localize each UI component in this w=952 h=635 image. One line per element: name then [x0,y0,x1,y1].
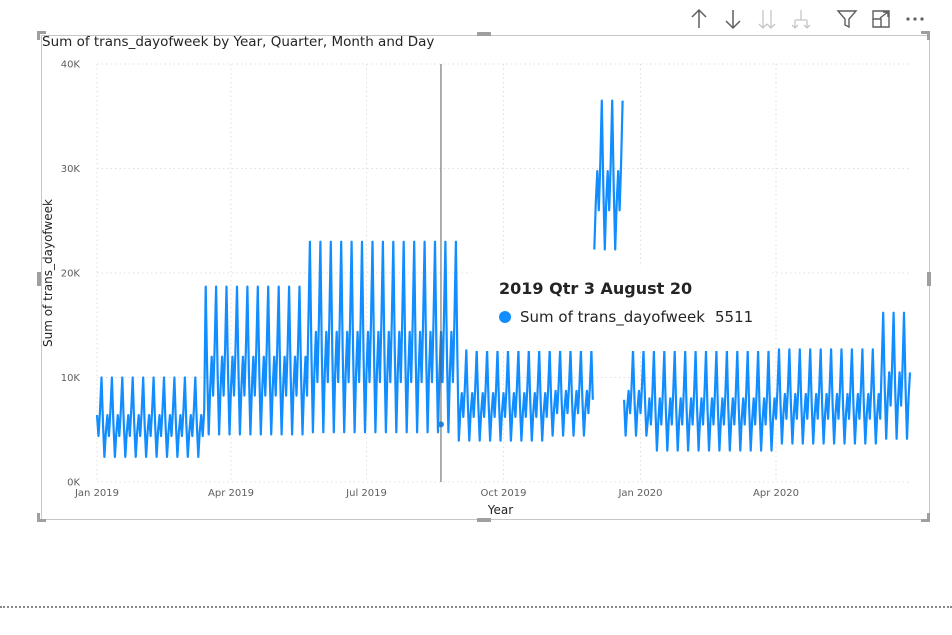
resize-handle-bottom-left[interactable] [37,519,46,522]
y-tick-label: 40K [61,60,81,71]
arrow-down-icon[interactable] [720,6,746,32]
y-tick-label: 0K [67,478,80,489]
x-tick-label: Apr 2020 [753,488,799,499]
x-tick-label: Jan 2019 [74,488,119,499]
x-axis: Jan 2019 Apr 2019 Jul 2019 Oct 2019 Jan 2020… [74,488,799,499]
page-separator [0,606,952,608]
resize-handle-right[interactable] [927,272,931,286]
resize-handle-bottom-right-v[interactable] [927,513,930,522]
resize-handle-bottom-right[interactable] [921,519,930,522]
y-axis: 0K 10K 20K 30K 40K [61,60,81,489]
resize-handle-top-left[interactable] [37,31,46,34]
tooltip-value: 5511 [715,308,754,326]
series-line[interactable] [95,240,594,458]
tooltip-title: 2019 Qtr 3 August 20 [499,279,693,298]
resize-handle-bottom[interactable] [477,518,491,522]
double-arrow-down-icon[interactable] [754,6,780,32]
tooltip: 2019 Qtr 3 August 20 Sum of trans_dayofw… [472,268,768,350]
y-tick-label: 10K [61,373,81,384]
series-color-dot-icon [499,311,511,323]
x-tick-label: Apr 2019 [208,488,254,499]
series-line[interactable] [593,99,624,251]
resize-handle-bottom-left-v[interactable] [37,513,40,522]
series-layer [95,99,912,458]
resize-handle-top-right[interactable] [921,31,930,34]
focus-mode-icon[interactable] [868,6,894,32]
resize-handle-top-right-v[interactable] [927,31,930,40]
y-tick-label: 20K [61,269,81,280]
visual-header-toolbar [684,6,934,32]
y-axis-title: Sum of trans_dayofweek [41,199,55,347]
more-options-icon[interactable] [902,6,928,32]
resize-handle-left[interactable] [37,272,41,286]
x-axis-title: Year [487,503,513,517]
series-line[interactable] [623,311,912,452]
filter-icon[interactable] [834,6,860,32]
x-tick-label: Jul 2019 [345,488,387,499]
x-tick-label: Jan 2020 [617,488,662,499]
x-tick-label: Oct 2019 [481,488,527,499]
arrow-up-icon[interactable] [686,6,712,32]
y-tick-label: 30K [61,164,81,175]
expand-hierarchy-icon[interactable] [788,6,814,32]
tooltip-series-label: Sum of trans_dayofweek [520,308,705,326]
resize-handle-top[interactable] [477,32,491,36]
resize-handle-top-left-v[interactable] [37,31,40,40]
chart-title: Sum of trans_dayofweek by Year, Quarter,… [42,34,435,50]
